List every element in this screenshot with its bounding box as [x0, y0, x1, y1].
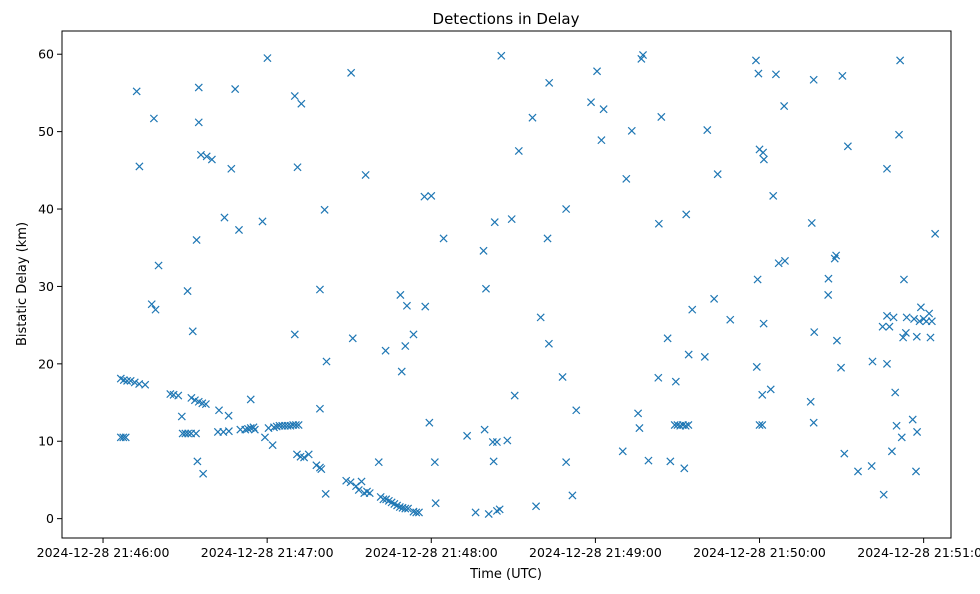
y-tick-label: 30 — [38, 279, 54, 294]
x-tick-label: 2024-12-28 21:49:00 — [529, 545, 662, 560]
x-tick-label: 2024-12-28 21:47:00 — [201, 545, 334, 560]
y-tick-label: 10 — [38, 434, 54, 449]
x-tick-label: 2024-12-28 21:46:00 — [37, 545, 170, 560]
y-tick-label: 40 — [38, 202, 54, 217]
chart-container: Detections in Delay Time (UTC) Bistatic … — [0, 0, 980, 590]
scatter-chart: Detections in Delay Time (UTC) Bistatic … — [0, 0, 980, 590]
x-tick-label: 2024-12-28 21:48:00 — [365, 545, 498, 560]
y-tick-label: 60 — [38, 47, 54, 62]
y-tick-label: 50 — [38, 124, 54, 139]
x-axis-label: Time (UTC) — [469, 567, 542, 582]
y-tick-label: 20 — [38, 356, 54, 371]
chart-title: Detections in Delay — [433, 10, 580, 28]
y-axis-label: Bistatic Delay (km) — [15, 222, 30, 346]
x-tick-label: 2024-12-28 21:50:00 — [693, 545, 826, 560]
y-tick-label: 0 — [46, 511, 54, 526]
x-tick-label: 2024-12-28 21:51:00 — [857, 545, 980, 560]
